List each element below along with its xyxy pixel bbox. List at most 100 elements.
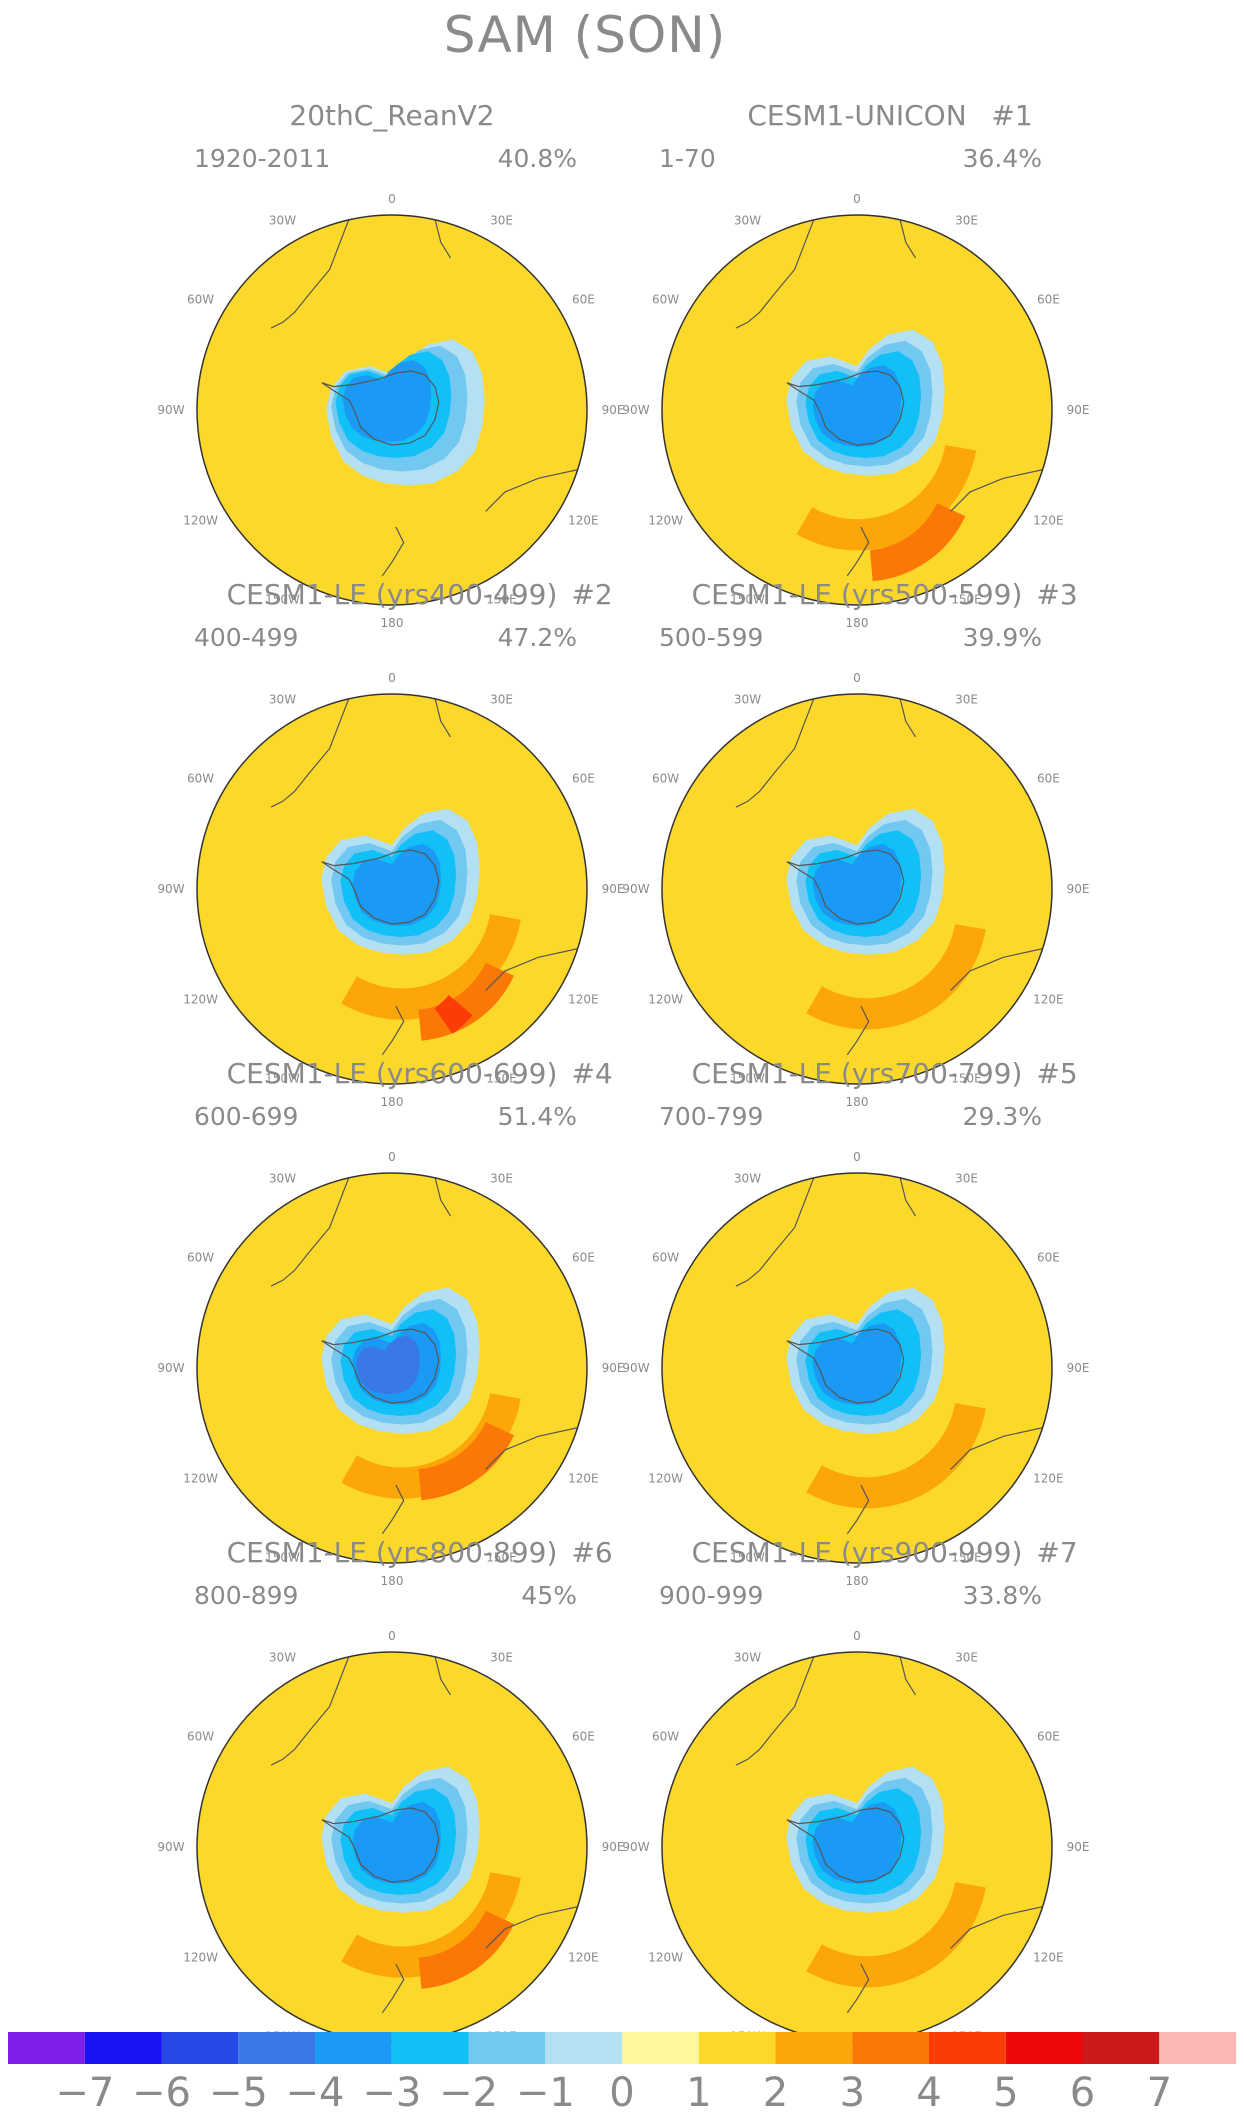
- panel-years: 1-70: [659, 144, 716, 173]
- longitude-label: 120E: [1033, 993, 1064, 1007]
- africa-coast: [899, 218, 917, 259]
- longitude-label: 90E: [1067, 1840, 1090, 1854]
- panel-variance: 39.9%: [963, 623, 1042, 652]
- panel-variance: 47.2%: [498, 623, 577, 652]
- map-outline: [661, 693, 1053, 1085]
- colorbar-label: −1: [516, 2070, 575, 2113]
- map-panel: CESM1-UNICON #1 1-70 36.4% 0 30E 60E 90E 120E 150…: [622, 99, 1089, 630]
- map-field: [662, 1652, 1052, 2042]
- australia-coast: [485, 1904, 584, 1949]
- new-zealand-coast: [846, 1963, 870, 2014]
- africa-coast: [434, 218, 452, 259]
- positive-anomaly-band: [418, 1422, 514, 1501]
- colorbar-swatch: [775, 2032, 853, 2064]
- antarctica-coastline: [786, 370, 905, 446]
- map-field: [662, 215, 1052, 605]
- new-zealand-coast: [381, 1484, 405, 1535]
- colorbar-swatch: [852, 2032, 930, 2064]
- australia-coast: [485, 946, 584, 991]
- new-zealand-coast: [381, 526, 405, 577]
- map-field: [662, 1173, 1052, 1563]
- south-america-coast: [735, 218, 815, 329]
- longitude-label: 60W: [652, 1251, 679, 1265]
- panel-variance: 29.3%: [963, 1102, 1042, 1131]
- map-panel: CESM1-LE (yrs500-599) #3 500-599 39.9% 0 30E 6…: [622, 578, 1089, 1109]
- longitude-label: 120W: [648, 514, 683, 528]
- antarctica-coastline: [786, 1328, 905, 1404]
- map-outline: [196, 693, 588, 1085]
- colorbar-label: 6: [1070, 2070, 1095, 2113]
- africa-coast: [434, 697, 452, 738]
- colorbar-swatch: [468, 2032, 546, 2064]
- positive-anomaly-band: [434, 995, 473, 1034]
- longitude-label: 0: [853, 1629, 861, 1643]
- map-outline: [661, 1172, 1053, 1564]
- panel-tag: #4: [571, 1057, 612, 1090]
- panel-title: CESM1-LE (yrs400-499): [227, 578, 558, 611]
- longitude-label: 90W: [622, 882, 649, 896]
- colorbar-label: −4: [286, 2070, 345, 2113]
- longitude-label: 150E: [486, 593, 517, 607]
- longitude-label: 150E: [951, 1551, 982, 1565]
- negative-anomaly-contour: [352, 844, 442, 926]
- longitude-label: 30E: [490, 692, 513, 706]
- panel-tag: #5: [1036, 1057, 1077, 1090]
- longitude-label: 0: [388, 192, 396, 206]
- colorbar-label: 0: [609, 2070, 634, 2113]
- longitude-label: 30W: [269, 692, 296, 706]
- longitude-label: 120W: [183, 514, 218, 528]
- negative-anomaly-contour: [352, 1802, 442, 1884]
- colorbar-label: 7: [1147, 2070, 1172, 2113]
- longitude-label: 60E: [572, 1251, 595, 1265]
- longitude-label: 90W: [157, 1361, 184, 1375]
- africa-coast: [434, 1655, 452, 1696]
- longitude-label: 150W: [730, 1551, 765, 1565]
- longitude-label: 90E: [1067, 1361, 1090, 1375]
- colorbar: −7 −6 −5 −4 −3 −2 −1 0 1 2 3 4 5 6 7: [8, 2032, 1237, 2113]
- panel-title: 20thC_ReanV2: [289, 99, 494, 132]
- longitude-label: 120E: [568, 993, 599, 1007]
- longitude-label: 90W: [157, 882, 184, 896]
- australia-coast: [950, 467, 1049, 512]
- panel-years: 800-899: [194, 1581, 298, 1610]
- colorbar-swatch: [622, 2032, 699, 2064]
- panel-variance: 45%: [521, 1581, 577, 1610]
- colorbar-label: 1: [686, 2070, 711, 2113]
- longitude-label: 60E: [572, 1730, 595, 1744]
- longitude-label: 90W: [157, 403, 184, 417]
- panel-variance: 36.4%: [963, 144, 1042, 173]
- longitude-label: 120E: [1033, 1472, 1064, 1486]
- longitude-label: 60E: [572, 293, 595, 307]
- longitude-label: 90E: [602, 403, 625, 417]
- antarctica-coastline: [321, 849, 440, 925]
- panel-variance: 33.8%: [963, 1581, 1042, 1610]
- colorbar-swatch: [315, 2032, 392, 2064]
- longitude-label: 60W: [652, 293, 679, 307]
- australia-coast: [950, 946, 1049, 991]
- longitude-label: 0: [388, 671, 396, 685]
- panels-group: 20thC_ReanV2 1920-2011 40.8% 0 30E 60E 90E 120E…: [157, 99, 1089, 2067]
- longitude-label: 30E: [490, 1650, 513, 1664]
- negative-anomaly-contour: [812, 365, 902, 447]
- map-outline: [661, 214, 1053, 606]
- colorbar-swatch: [545, 2032, 623, 2064]
- colorbar-label: −6: [132, 2070, 191, 2113]
- longitude-label: 60W: [187, 1730, 214, 1744]
- colorbar-swatch: [1082, 2032, 1160, 2064]
- antarctica-coastline: [321, 1328, 440, 1404]
- africa-coast: [434, 1176, 452, 1217]
- panel-years: 500-599: [659, 623, 763, 652]
- panel-tag: #7: [1036, 1536, 1077, 1569]
- longitude-label: 30E: [955, 213, 978, 227]
- colorbar-label: −3: [362, 2070, 421, 2113]
- colorbar-swatch: [1159, 2032, 1237, 2064]
- longitude-label: 180: [381, 1095, 404, 1109]
- longitude-label: 60W: [187, 772, 214, 786]
- colorbar-swatch: [929, 2032, 1006, 2064]
- longitude-label: 30W: [269, 1650, 296, 1664]
- negative-anomaly-contour: [342, 360, 432, 442]
- new-zealand-coast: [846, 526, 870, 577]
- panel-years: 400-499: [194, 623, 298, 652]
- australia-coast: [485, 1425, 584, 1470]
